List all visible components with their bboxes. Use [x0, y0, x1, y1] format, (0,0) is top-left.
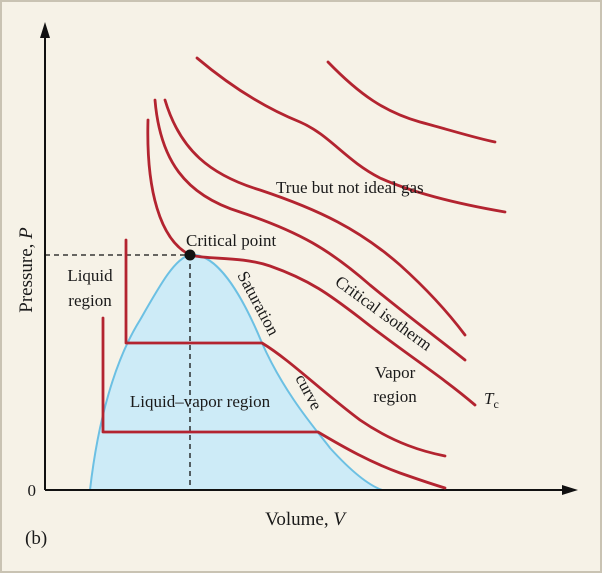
y-axis-label: Pressure, P: [16, 227, 37, 313]
isotherm: [195, 56, 507, 214]
x-arrow: [562, 485, 578, 495]
liquid-vapor-label: Liquid–vapor region: [130, 392, 271, 411]
isotherm: [124, 238, 447, 458]
tc-subscript: c: [493, 397, 498, 411]
liquid-region-label: region: [68, 291, 112, 310]
y-arrow: [40, 22, 50, 38]
critical-point-label: Critical point: [186, 231, 276, 250]
tc-symbol: T: [484, 389, 495, 408]
vapor-region-label: Vapor: [375, 363, 416, 382]
isotherm: [101, 316, 447, 490]
vapor-region-label: region: [373, 387, 417, 406]
tc-label: Tc: [484, 389, 499, 411]
panel-label: (b): [25, 528, 47, 549]
y-axis-text: Pressure,: [16, 244, 37, 313]
liquid-region-label: Liquid: [67, 266, 113, 285]
gas-label: True but not ideal gas: [276, 178, 424, 197]
y-axis-symbol: P: [16, 227, 37, 240]
origin-label: 0: [28, 481, 37, 500]
x-axis-symbol: V: [333, 509, 347, 530]
isotherm: [326, 60, 497, 144]
isotherm: [163, 98, 467, 337]
x-axis-label: Volume, V: [265, 509, 347, 530]
critical-isotherm: [146, 118, 477, 407]
x-axis-text: Volume,: [265, 509, 329, 530]
critical-point-dot: [184, 249, 196, 261]
isotherm: [153, 98, 467, 362]
